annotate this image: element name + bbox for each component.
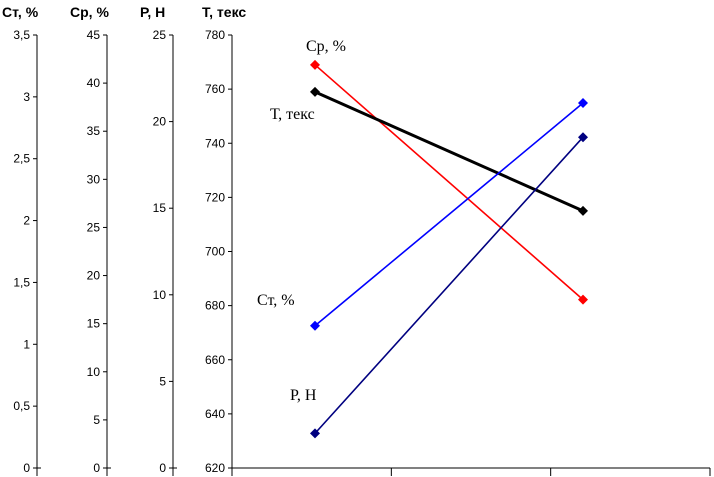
data-point — [310, 59, 320, 70]
tick-label: 0 — [23, 461, 30, 475]
series-layer — [310, 59, 588, 439]
tick-label: 35 — [87, 124, 101, 138]
data-point — [578, 98, 588, 109]
series-label: Т, текс — [270, 106, 315, 123]
data-point — [578, 205, 588, 216]
tick-label: 30 — [87, 172, 101, 186]
tick-label: 700 — [205, 245, 225, 259]
data-point — [310, 320, 320, 331]
tick-label: 2,5 — [13, 152, 30, 166]
axis-st: 0 0,5 1 1,5 2 2,5 3 3,5 Ст, % — [2, 4, 39, 476]
series-line — [314, 136, 584, 434]
tick-label: 0 — [159, 461, 166, 475]
tick-label: 0 — [93, 461, 100, 475]
tick-label: 40 — [87, 76, 101, 90]
tick-label: 10 — [87, 365, 101, 379]
tick-label: 3,5 — [13, 28, 30, 42]
axis-t: 620 640 660 680 700 720 740 760 780 Т, текс — [202, 4, 246, 476]
data-point — [310, 86, 320, 97]
series-line — [314, 102, 584, 327]
axis-title: Ср, % — [70, 4, 109, 20]
tick-label: 5 — [93, 413, 100, 427]
tick-label: 680 — [205, 299, 225, 313]
data-point — [578, 294, 588, 305]
series-st — [310, 98, 588, 331]
tick-label: 720 — [205, 190, 225, 204]
tick-label: 15 — [87, 317, 101, 331]
tick-label: 2 — [23, 214, 30, 228]
axis-title: Р, Н — [140, 4, 165, 20]
tick-label: 25 — [153, 28, 167, 42]
data-point — [578, 132, 588, 143]
tick-label: 640 — [205, 407, 225, 421]
axes-layer: 0 0,5 1 1,5 2 2,5 3 3,5 Ст, % 0 5 10 15 20 25 30 35 40 45 С… — [2, 4, 246, 476]
tick-label: 15 — [153, 201, 167, 215]
tick-label: 780 — [205, 28, 225, 42]
tick-label: 20 — [87, 269, 101, 283]
series-label: Ст, % — [257, 292, 295, 309]
tick-label: 5 — [159, 374, 166, 388]
axis-title: Т, текс — [202, 4, 246, 20]
series-p — [310, 132, 588, 439]
series-line — [314, 64, 584, 301]
data-point — [310, 428, 320, 439]
x-axis — [33, 467, 711, 476]
tick-label: 740 — [205, 136, 225, 150]
series-labels: Ср, % Т, текс Ст, % Р, Н — [257, 38, 346, 404]
tick-label: 10 — [153, 288, 167, 302]
series-line — [314, 90, 584, 213]
axis-p: 0 5 10 15 20 25 Р, Н — [140, 4, 174, 476]
series-label: Ср, % — [306, 38, 346, 55]
axis-sr: 0 5 10 15 20 25 30 35 40 45 Ср, % — [70, 4, 109, 476]
series-label: Р, Н — [290, 387, 317, 404]
tick-label: 1 — [23, 337, 30, 351]
tick-label: 620 — [205, 461, 225, 475]
tick-label: 25 — [87, 220, 101, 234]
tick-label: 760 — [205, 82, 225, 96]
series-t — [310, 86, 588, 216]
series-sr — [310, 59, 588, 305]
tick-label: 45 — [87, 28, 101, 42]
axis-title: Ст, % — [2, 4, 39, 20]
tick-label: 0,5 — [13, 399, 30, 413]
tick-label: 660 — [205, 353, 225, 367]
tick-label: 20 — [153, 115, 167, 129]
tick-label: 3 — [23, 90, 30, 104]
tick-label: 1,5 — [13, 275, 30, 289]
